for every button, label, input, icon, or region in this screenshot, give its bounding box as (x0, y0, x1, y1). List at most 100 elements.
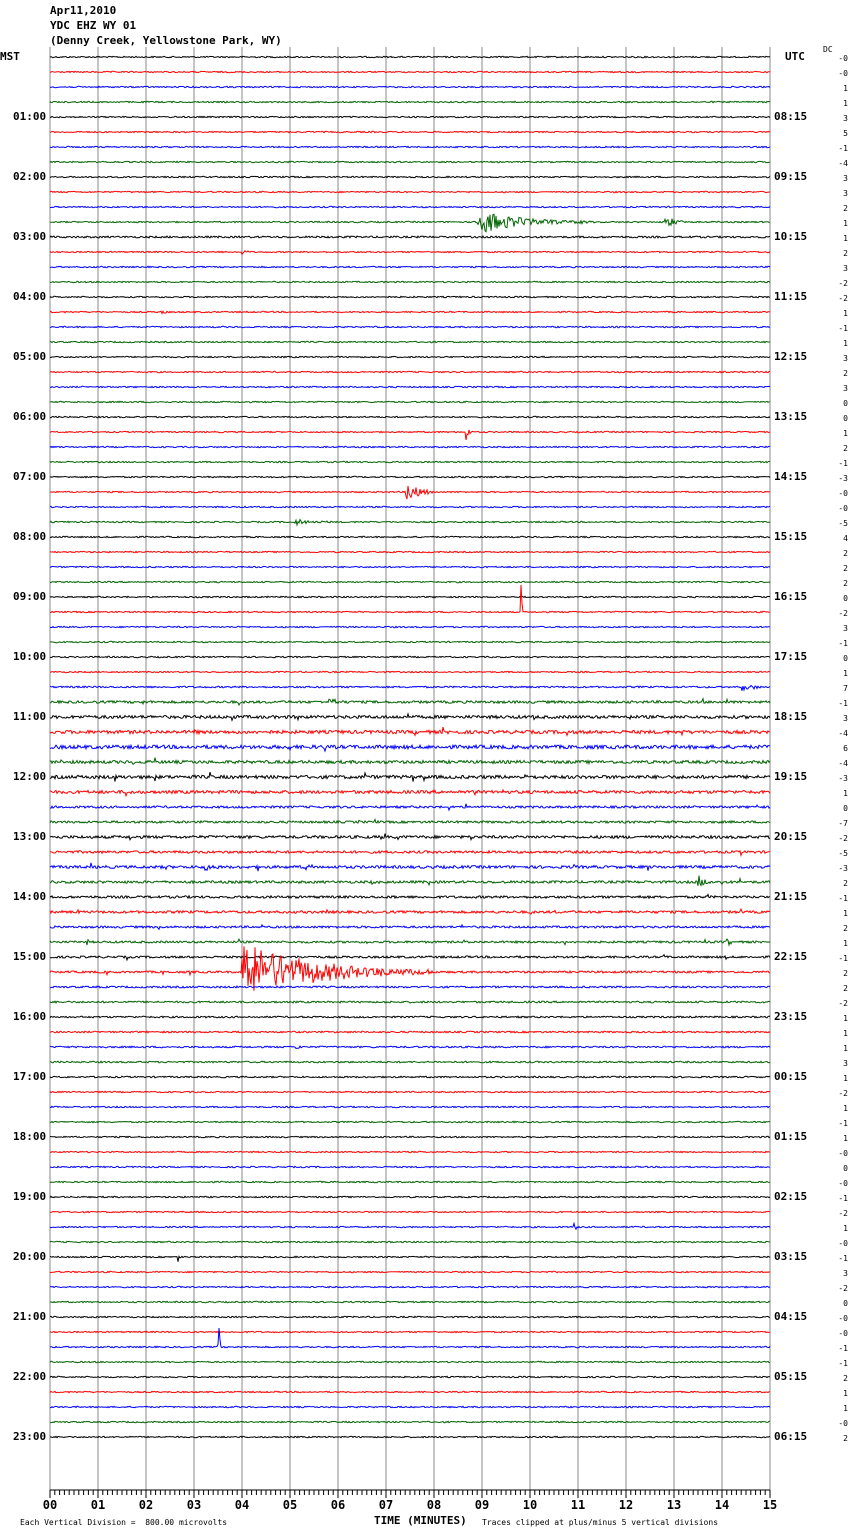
trace-line (50, 296, 770, 297)
trace-line (50, 476, 770, 477)
trace-line (50, 161, 770, 162)
trace-line (50, 1391, 770, 1392)
trace-line (50, 909, 770, 914)
trace-line (50, 131, 770, 132)
helicorder-plot: 00 01 02 03 04 05 06 07 08 09 10 11 12 13 14 15 (0, 0, 850, 1534)
trace-line (50, 56, 770, 57)
trace-line (50, 1136, 770, 1137)
trace-line (50, 486, 770, 499)
trace-line (50, 266, 770, 267)
x-axis-label: TIME (MINUTES) (374, 1515, 467, 1527)
trace-line (50, 955, 770, 960)
trace-line (50, 401, 770, 402)
trace-line (50, 326, 770, 327)
trace-line (50, 1091, 770, 1092)
trace-line (50, 1106, 770, 1107)
trace-line (50, 86, 770, 87)
x-tick-label: 09 (475, 1498, 489, 1512)
trace-line (50, 251, 770, 255)
trace-line (50, 1223, 770, 1229)
x-tick-label: 02 (139, 1498, 153, 1512)
x-tick-label: 11 (571, 1498, 585, 1512)
x-tick-label: 13 (667, 1498, 681, 1512)
trace-line (50, 876, 770, 886)
x-tick-label: 07 (379, 1498, 393, 1512)
trace-line (50, 341, 770, 342)
trace-line (50, 1286, 770, 1287)
trace-line (50, 214, 770, 231)
trace-line (50, 895, 770, 899)
trace-line (50, 1361, 770, 1362)
x-tick-label: 10 (523, 1498, 537, 1512)
trace-line (50, 671, 770, 672)
trace-line (50, 863, 770, 871)
trace-line (50, 520, 770, 525)
trace-line (50, 1196, 770, 1197)
x-tick-label: 04 (235, 1498, 249, 1512)
trace-line (50, 596, 770, 597)
trace-line (50, 804, 770, 810)
trace-line (50, 1061, 770, 1063)
trace-line (50, 1376, 770, 1377)
scale-note: Each Vertical Division = 800.00 microvol… (20, 1518, 227, 1527)
trace-line (50, 416, 770, 417)
trace-line (50, 1328, 770, 1348)
trace-line (50, 191, 770, 192)
trace-line (50, 1421, 770, 1422)
trace-line (50, 1301, 770, 1302)
trace-line (50, 206, 770, 207)
x-tick-label: 03 (187, 1498, 201, 1512)
trace-line (50, 566, 770, 567)
trace-line (50, 727, 770, 735)
trace-line (50, 1016, 770, 1018)
trace-line (50, 386, 770, 387)
trace-line (50, 116, 770, 117)
trace-line (50, 699, 770, 705)
trace-line (50, 506, 770, 507)
trace-line (50, 946, 770, 990)
trace-line (50, 820, 770, 824)
trace-line (50, 1331, 770, 1332)
trace-line (50, 758, 770, 765)
x-tick-label: 06 (331, 1498, 345, 1512)
trace-line (50, 551, 770, 552)
trace-line (50, 585, 770, 613)
trace-line (50, 461, 770, 462)
trace-line (50, 685, 770, 690)
trace-line (50, 1406, 770, 1407)
trace-line (50, 1271, 770, 1272)
trace-line (50, 1121, 770, 1122)
trace-line (50, 1256, 770, 1261)
trace-line (50, 176, 770, 177)
trace-line (50, 834, 770, 840)
x-tick-label: 14 (715, 1498, 729, 1512)
x-tick-label: 15 (763, 1498, 777, 1512)
trace-line (50, 311, 770, 313)
trace-line (50, 581, 770, 582)
x-tick-label: 00 (43, 1498, 57, 1512)
trace-line (50, 1151, 770, 1152)
trace-line (50, 1436, 770, 1437)
trace-line (50, 446, 770, 447)
trace-line (50, 1181, 770, 1182)
trace-line (50, 281, 770, 282)
trace-line (50, 656, 770, 657)
x-tick-label: 12 (619, 1498, 633, 1512)
trace-line (50, 925, 770, 929)
trace-line (50, 536, 770, 537)
clip-note: Traces clipped at plus/minus 5 vertical … (482, 1518, 718, 1527)
trace-line (50, 986, 770, 988)
trace-line (50, 1031, 770, 1033)
trace-line (50, 1316, 770, 1317)
trace-line (50, 790, 770, 796)
trace-line (50, 1166, 770, 1167)
trace-line (50, 356, 770, 357)
trace-line (50, 851, 770, 856)
trace-line (50, 626, 770, 627)
x-tick-label: 01 (91, 1498, 105, 1512)
trace-line (50, 714, 770, 720)
trace-line (50, 71, 770, 72)
trace-line (50, 1241, 770, 1242)
trace-line (50, 236, 770, 238)
trace-line (50, 1001, 770, 1003)
